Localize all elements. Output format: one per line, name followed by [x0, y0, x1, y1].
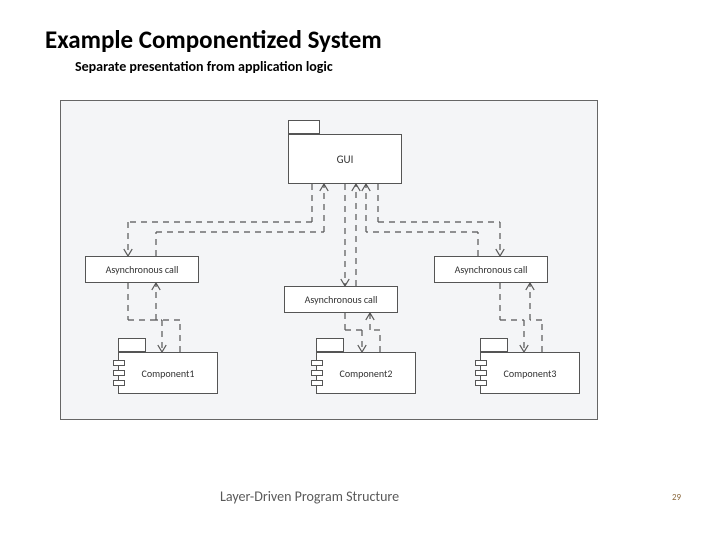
gui-box: GUI	[288, 134, 402, 184]
comp2-port-icon	[311, 370, 323, 376]
comp3-port-icon	[475, 360, 487, 366]
comp2-port-icon	[311, 380, 323, 386]
comp3-port-icon	[475, 380, 487, 386]
slide-title: Example Componentized System	[45, 24, 382, 55]
async-call-3-box: Asynchronous call	[434, 256, 548, 283]
component1-box: Component1	[118, 352, 218, 394]
footer-text: Layer-Driven Program Structure	[220, 488, 399, 505]
comp2-package-tab	[316, 338, 344, 352]
async-call-2-label: Asynchronous call	[285, 287, 397, 312]
comp1-port-icon	[113, 370, 125, 376]
comp2-port-icon	[311, 360, 323, 366]
comp1-port-icon	[113, 380, 125, 386]
async-call-1-label: Asynchronous call	[86, 257, 198, 282]
component2-label: Component2	[317, 353, 415, 393]
gui-label: GUI	[289, 135, 401, 183]
component3-label: Component3	[481, 353, 579, 393]
component3-box: Component3	[480, 352, 580, 394]
comp3-port-icon	[475, 370, 487, 376]
async-call-3-label: Asynchronous call	[435, 257, 547, 282]
async-call-2-box: Asynchronous call	[284, 286, 398, 313]
async-call-1-box: Asynchronous call	[85, 256, 199, 283]
slide-subtitle: Separate presentation from application l…	[75, 58, 333, 75]
comp3-package-tab	[480, 338, 508, 352]
comp1-package-tab	[118, 338, 146, 352]
component1-label: Component1	[119, 353, 217, 393]
page-number: 29	[672, 492, 681, 503]
gui-package-tab	[288, 120, 320, 134]
comp1-port-icon	[113, 360, 125, 366]
component2-box: Component2	[316, 352, 416, 394]
